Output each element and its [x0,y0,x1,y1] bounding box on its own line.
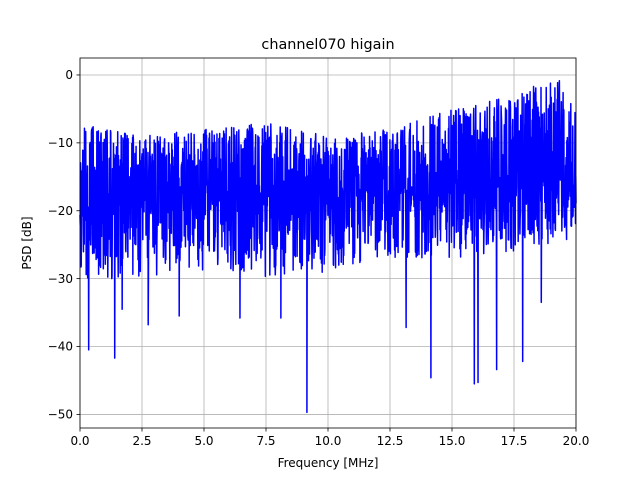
x-tick-label: 7.5 [256,434,275,448]
psd-series-line [79,79,577,414]
x-tick-label: 2.5 [132,434,151,448]
y-tick-label: −50 [48,408,73,422]
chart-title: channel070 higain [261,37,394,53]
x-tick-label: 15.0 [439,434,466,448]
y-tick-label: −10 [48,136,73,150]
y-tick-label: −40 [48,340,73,354]
y-tick-label: −20 [48,204,73,218]
plot-lines [79,79,577,414]
x-tick-label: 17.5 [501,434,528,448]
x-tick-label: 10.0 [315,434,342,448]
x-tick-label: 0.0 [70,434,89,448]
y-tick-label: 0 [65,68,73,82]
x-tick-label: 5.0 [194,434,213,448]
x-tick-label: 20.0 [563,434,590,448]
y-axis-ticks: 0 −10 −20 −30 −40 −50 [48,68,80,422]
x-tick-label: 12.5 [377,434,404,448]
y-axis-label: PSD [dB] [20,216,34,269]
y-tick-label: −30 [48,272,73,286]
x-axis-ticks: 0.0 2.5 5.0 7.5 10.0 12.5 15.0 17.5 20.0 [70,428,589,448]
x-axis-label: Frequency [MHz] [278,456,379,470]
